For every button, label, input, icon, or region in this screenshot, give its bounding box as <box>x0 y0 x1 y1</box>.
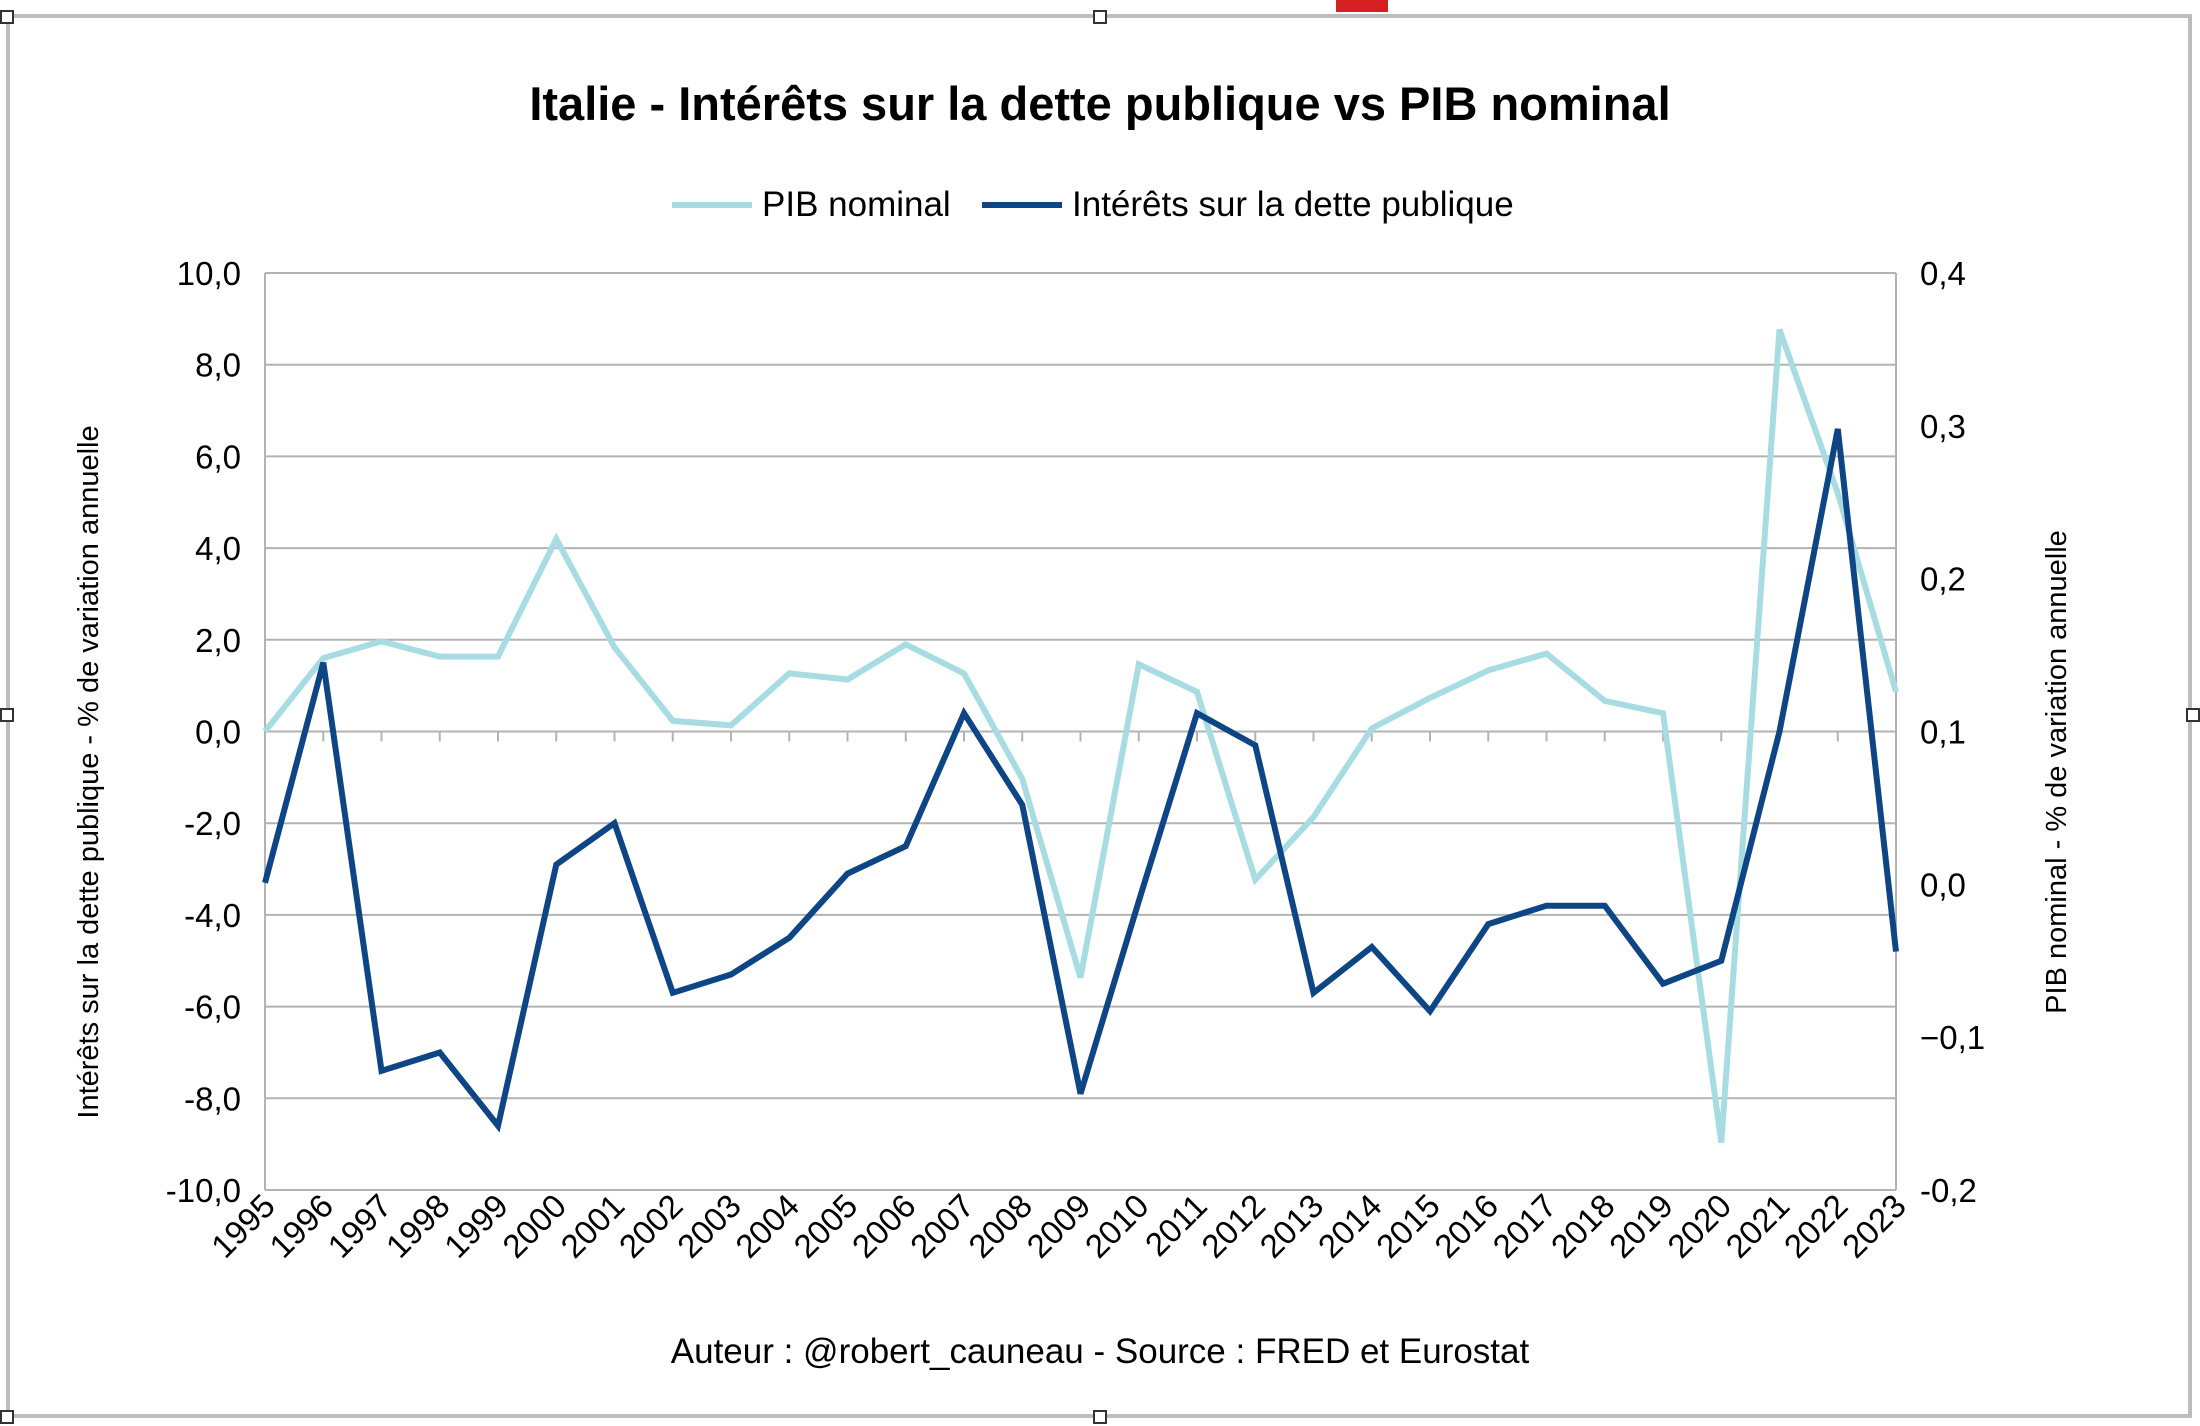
x-tick-label: 2010 <box>1078 1187 1156 1265</box>
x-tick-label: 2018 <box>1544 1187 1622 1265</box>
left-tick-label: -2,0 <box>184 805 241 842</box>
resize-handle-middle-right[interactable] <box>2186 708 2200 722</box>
x-tick-label: 2022 <box>1777 1187 1855 1265</box>
left-tick-label: -4,0 <box>184 897 241 934</box>
left-axis-title: Intérêts sur la dette publique - % de va… <box>73 425 105 1118</box>
x-tick-label: 2003 <box>670 1187 748 1265</box>
x-tick-label: 2000 <box>495 1187 573 1265</box>
x-tick-label: 2007 <box>903 1187 981 1265</box>
left-tick-label: 10,0 <box>177 255 241 292</box>
legend-label-interets: Intérêts sur la dette publique <box>1072 185 1514 224</box>
resize-handle-top-center[interactable] <box>1093 10 1107 24</box>
left-tick-label: 8,0 <box>195 347 241 384</box>
left-axis-ticks: 10,0 8,0 6,0 4,0 2,0 0,0 -2,0 -4,0 -6,0 -8,0 -10,0 <box>166 255 241 1209</box>
x-tick-label: 2017 <box>1485 1187 1563 1265</box>
x-tick-label: 2011 <box>1138 1187 1214 1263</box>
x-tick-label: 2021 <box>1718 1187 1796 1265</box>
legend-label-pib: PIB nominal <box>762 185 951 224</box>
right-tick-label: 0,4 <box>1920 255 1966 292</box>
resize-handle-top-left[interactable] <box>0 10 14 24</box>
resize-handle-middle-left[interactable] <box>0 708 14 722</box>
resize-handle-bottom-left[interactable] <box>0 1410 14 1424</box>
right-axis-title: PIB nominal - % de variation annuelle <box>2041 530 2073 1014</box>
x-tick-label: 2014 <box>1311 1187 1389 1265</box>
series-layer <box>262 328 1899 1144</box>
ruler-marker <box>1336 0 1388 12</box>
x-tick-label: 2023 <box>1835 1187 1913 1265</box>
chart-title: Italie - Intérêts sur la dette publique … <box>529 77 1670 130</box>
x-tick-label: 1997 <box>320 1187 398 1265</box>
left-tick-label: 4,0 <box>195 530 241 567</box>
x-tick-label: 2009 <box>1019 1187 1097 1265</box>
x-tick-label: 1999 <box>437 1187 515 1265</box>
x-tick-label: 2013 <box>1252 1187 1330 1265</box>
resize-handle-bottom-center[interactable] <box>1093 1410 1107 1424</box>
x-tick-label: 2015 <box>1369 1187 1447 1265</box>
x-tick-label: 2002 <box>612 1187 690 1265</box>
right-tick-label: 0,1 <box>1920 714 1966 751</box>
right-tick-label: 0,2 <box>1920 561 1966 598</box>
x-tick-label: 2001 <box>553 1187 631 1265</box>
right-tick-label: 0,0 <box>1920 866 1966 903</box>
x-tick-label: 2006 <box>845 1187 923 1265</box>
x-tick-label: 2005 <box>786 1187 864 1265</box>
chart-footer: Auteur : @robert_cauneau - Source : FRED… <box>671 1332 1530 1371</box>
x-tick-label: 1996 <box>262 1187 340 1265</box>
left-tick-label: -8,0 <box>184 1080 241 1117</box>
x-tick-label: 2020 <box>1660 1187 1738 1265</box>
spreadsheet-ruler <box>0 0 2200 14</box>
series-line-interets <box>262 428 1899 1133</box>
x-tick-label: 2016 <box>1427 1187 1505 1265</box>
x-tick-label: 2008 <box>961 1187 1039 1265</box>
x-tick-label: 2019 <box>1602 1187 1680 1265</box>
right-tick-label: 0,3 <box>1920 408 1966 445</box>
chart-frame[interactable] <box>6 14 2192 1418</box>
left-tick-label: 0,0 <box>195 714 241 751</box>
right-tick-label: −0,1 <box>1920 1019 1985 1056</box>
left-tick-label: -6,0 <box>184 989 241 1026</box>
x-tick-label: 1998 <box>379 1187 457 1265</box>
x-axis-ticks: 1995199619971998199920002001200220032004… <box>204 1187 1913 1265</box>
axes <box>264 273 1897 1190</box>
left-tick-label: 6,0 <box>195 438 241 475</box>
right-tick-label: -0,2 <box>1920 1172 1977 1209</box>
legend: PIB nominal Intérêts sur la dette publiq… <box>672 185 1514 224</box>
left-tick-label: 2,0 <box>195 622 241 659</box>
x-tick-label: 2004 <box>728 1187 806 1265</box>
right-axis-ticks: 0,4 0,3 0,2 0,1 0,0 −0,1 -0,2 <box>1920 255 1985 1209</box>
left-tick-label: -10,0 <box>166 1172 241 1209</box>
x-tick-label: 2012 <box>1194 1187 1272 1265</box>
